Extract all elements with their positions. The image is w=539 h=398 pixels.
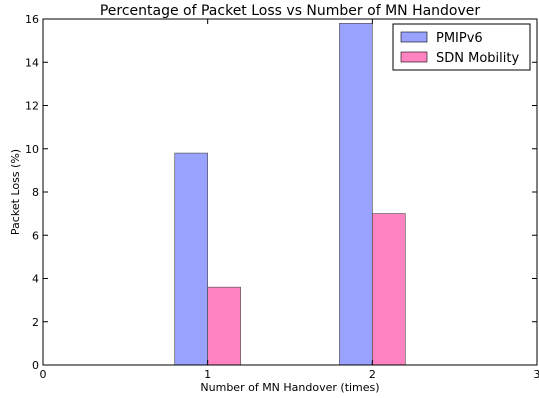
- y-tick-label-6: 6: [32, 229, 39, 242]
- legend-label-pmipv6: PMIPv6: [436, 31, 483, 46]
- bar-sdn-mobility-1: [207, 286, 241, 366]
- y-tick-label-10: 10: [25, 143, 39, 156]
- plot-frame: [42, 18, 538, 366]
- x-tick-label-1: 1: [204, 368, 211, 381]
- bars: [174, 23, 406, 366]
- legend-box: [392, 23, 531, 71]
- bar-pmipv6-2: [339, 23, 373, 366]
- bar-sdn-mobility-2: [372, 213, 406, 366]
- legend-swatch-sdn-mobility: [400, 51, 428, 63]
- bar-pmipv6-1: [174, 152, 208, 366]
- y-axis-label: Packet Loss (%): [9, 149, 22, 235]
- y-tick-label-14: 14: [25, 56, 39, 69]
- legend-swatch-pmipv6: [400, 31, 428, 43]
- y-tick-label-16: 16: [25, 13, 39, 26]
- chart-title: Percentage of Packet Loss vs Number of M…: [100, 3, 481, 19]
- legend: PMIPv6 SDN Mobility: [392, 23, 531, 71]
- y-tick-label-12: 12: [25, 100, 39, 113]
- x-tick-label-3: 3: [534, 368, 539, 381]
- y-tick-label-8: 8: [32, 186, 39, 199]
- y-tick-label-2: 2: [32, 316, 39, 329]
- x-axis-label: Number of MN Handover (times): [200, 381, 379, 394]
- legend-label-sdn-mobility: SDN Mobility: [436, 51, 519, 66]
- y-tick-label-0: 0: [32, 359, 39, 372]
- x-tick-label-0: 0: [40, 368, 47, 381]
- y-tick-label-4: 4: [32, 273, 39, 286]
- x-tick-label-2: 2: [369, 368, 376, 381]
